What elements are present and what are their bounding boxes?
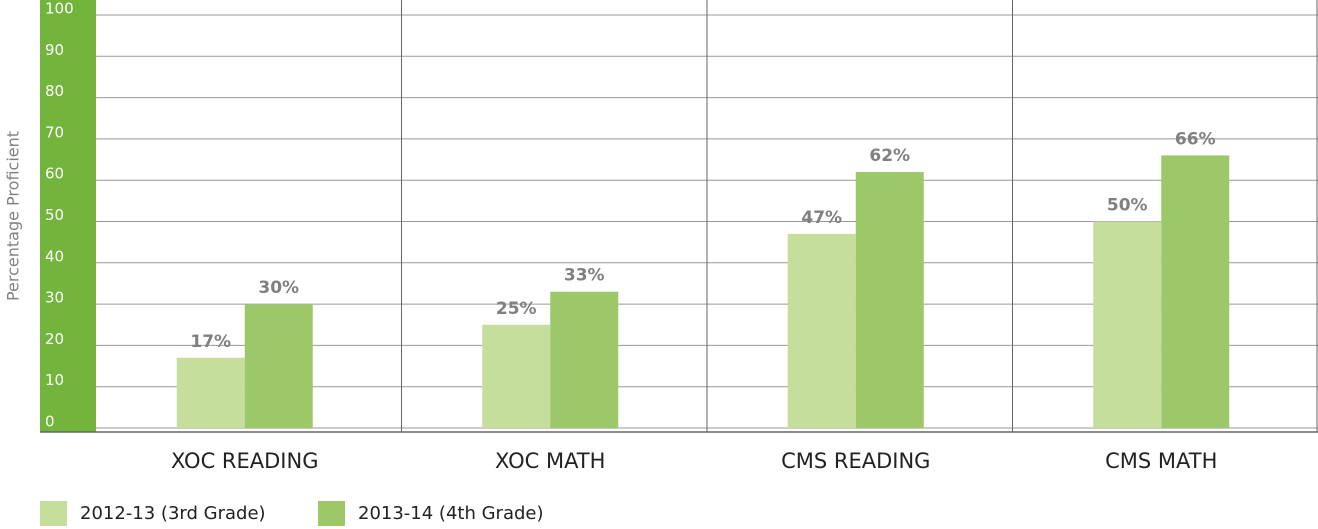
y-tick-label: 30 xyxy=(45,289,64,307)
value-label: 33% xyxy=(564,266,605,286)
y-tick-label: 20 xyxy=(45,330,64,348)
y-axis-label: Percentage Proficient xyxy=(4,131,23,301)
y-tick-label: 0 xyxy=(45,413,55,431)
value-label: 30% xyxy=(258,278,299,298)
value-label: 62% xyxy=(869,146,910,166)
value-label: 50% xyxy=(1107,196,1148,216)
bar xyxy=(550,291,619,428)
bar xyxy=(855,171,924,428)
value-label: 25% xyxy=(496,299,537,319)
x-tick-label: CMS MATH xyxy=(1105,449,1217,473)
legend-label: 2012-13 (3rd Grade) xyxy=(80,503,266,524)
y-tick-label: 80 xyxy=(45,82,64,100)
value-label: 17% xyxy=(190,332,231,352)
y-tick-label: 50 xyxy=(45,206,64,224)
x-tick-label: XOC READING xyxy=(171,449,318,473)
y-tick-label: 10 xyxy=(45,371,64,389)
y-tick-label: 100 xyxy=(45,0,74,18)
bar xyxy=(244,304,313,428)
y-tick-label: 70 xyxy=(45,123,64,141)
bar xyxy=(482,324,551,428)
legend-label: 2013-14 (4th Grade) xyxy=(358,503,544,524)
y-tick-label: 40 xyxy=(45,247,64,265)
value-label: 47% xyxy=(801,208,842,228)
bar xyxy=(1161,155,1230,429)
x-tick-label: XOC MATH xyxy=(495,449,605,473)
x-tick-label: CMS READING xyxy=(781,449,930,473)
bar xyxy=(787,233,856,428)
bar xyxy=(1093,221,1162,428)
value-label: 66% xyxy=(1175,129,1216,149)
y-tick-label: 60 xyxy=(45,165,64,183)
bar xyxy=(176,357,245,428)
y-axis-band xyxy=(40,0,96,432)
legend-swatch xyxy=(318,501,345,526)
y-tick-label: 90 xyxy=(45,41,64,59)
legend-swatch xyxy=(40,501,67,526)
